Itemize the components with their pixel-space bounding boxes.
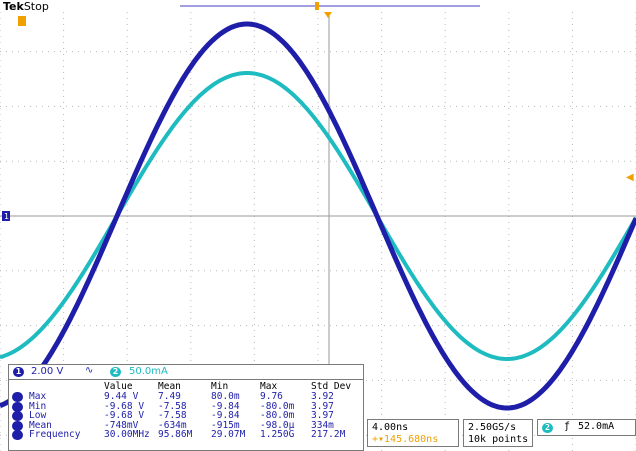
measurement-source-badge <box>12 430 23 441</box>
ch2-badge[interactable]: 2 <box>110 367 121 377</box>
ch1-ground-marker-label: 1 <box>4 212 9 221</box>
brand-status: TekStop <box>3 0 49 13</box>
timebase-box[interactable]: 4.00ns +▾145.680ns <box>367 419 459 447</box>
ch1-badge[interactable]: 1 <box>13 367 24 377</box>
measurement-name: Frequency <box>29 429 81 441</box>
ch1-waveform <box>0 21 636 411</box>
trigger-source-badge: 2 <box>542 423 553 433</box>
measurement-value: 3.97 <box>311 410 334 422</box>
trigger-level-marker[interactable]: ◀ <box>626 172 634 183</box>
measurement-row[interactable]: Low -9.68 V -7.58 -9.84 -80.0m 3.97 <box>9 410 363 422</box>
measurement-value: -80.0m <box>260 410 295 422</box>
measurement-value: 7.49 <box>158 391 181 402</box>
measurement-value: 95.86M <box>158 429 193 441</box>
measurement-source-badge <box>12 401 23 412</box>
measurement-value: -9.84 <box>211 400 240 412</box>
sample-rate: 2.50GS/s <box>468 422 517 433</box>
ch1-scale[interactable]: 2.00 V <box>31 366 64 377</box>
measurement-value: 3.92 <box>311 391 334 402</box>
ch2-waveform <box>0 71 636 361</box>
trigger-level: 52.0mA <box>578 421 615 432</box>
measurement-header: Mean <box>158 381 181 392</box>
measurement-header: Min <box>211 381 229 392</box>
channel-scale-row: 1 2.00 V ∿ 2 50.0mA <box>9 365 363 380</box>
measurement-panel: 1 2.00 V ∿ 2 50.0mA Value Mean Min Max Std D… <box>8 364 364 451</box>
brand-name: Tek <box>3 0 24 13</box>
ch2-scale[interactable]: 50.0mA <box>129 366 168 377</box>
ch1-coupling-icon: ∿ <box>85 365 94 376</box>
measurement-row[interactable]: Max 9.44 V 7.49 80.0m 9.76 3.92 <box>9 392 363 402</box>
measurement-value: -915m <box>211 419 240 431</box>
measurement-value: 29.07M <box>211 429 246 441</box>
measurement-source-badge <box>12 411 23 422</box>
record-length: 10k points <box>468 434 529 445</box>
trigger-box[interactable]: 2 ƒ 52.0mA <box>537 419 636 436</box>
measurement-value: 80.0m <box>211 391 240 402</box>
measurement-value: 3.97 <box>311 400 334 412</box>
measurement-value: 30.00MHz <box>104 429 150 441</box>
acquisition-box[interactable]: 2.50GS/s 10k points <box>463 419 533 447</box>
ch2-ground-marker[interactable] <box>18 16 26 26</box>
measurement-name: Max <box>29 391 47 402</box>
measurement-name: Min <box>29 400 47 412</box>
measurement-value: 1.250G <box>260 429 295 441</box>
measurement-value: -80.0m <box>260 400 295 412</box>
measurement-value: -7.58 <box>158 400 187 412</box>
trigger-slope-icon: ƒ <box>564 421 571 432</box>
measurement-value: 9.44 V <box>104 391 139 402</box>
measurement-value: -98.0µ <box>260 419 295 431</box>
measurement-value: -9.68 V <box>104 400 145 412</box>
measurement-value: 9.76 <box>260 391 283 402</box>
measurement-name: Mean <box>29 419 52 431</box>
measurement-source-badge <box>12 392 23 402</box>
measurement-value: 217.2M <box>311 429 346 441</box>
measurement-value: -9.84 <box>211 410 240 422</box>
measurement-row[interactable]: Frequency 30.00MHz 95.86M 29.07M 1.250G 217.2… <box>9 429 363 441</box>
measurement-source-badge <box>12 420 23 431</box>
measurement-row[interactable]: Min -9.68 V -7.58 -9.84 -80.0m 3.97 <box>9 400 363 412</box>
measurement-name: Low <box>29 410 47 422</box>
trigger-position-marker[interactable] <box>324 12 332 18</box>
measurement-header: Max <box>260 381 278 392</box>
measurement-value: -7.58 <box>158 410 187 422</box>
measurement-value: -748mV <box>104 419 139 431</box>
ch1-ground-marker[interactable] <box>2 211 10 221</box>
measurement-value: -9.68 V <box>104 410 145 422</box>
trigger-position-readout: +▾145.680ns <box>372 434 439 445</box>
measurement-header: Std Dev <box>311 381 352 392</box>
horizontal-scale: 4.00ns <box>372 422 409 433</box>
measurement-value: -634m <box>158 419 187 431</box>
measurement-row[interactable]: Mean -748mV -634m -915m -98.0µ 334m <box>9 419 363 431</box>
record-view-marker[interactable] <box>315 2 319 10</box>
measurement-value: 334m <box>311 419 334 431</box>
acquisition-state: Stop <box>23 0 49 13</box>
measurement-header: Value <box>104 381 133 392</box>
